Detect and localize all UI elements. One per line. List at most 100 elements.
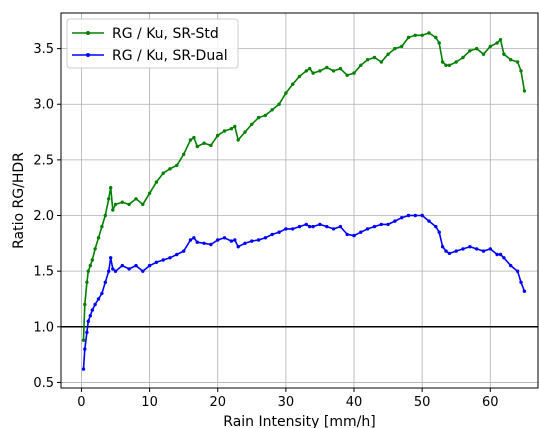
data-point <box>81 367 86 371</box>
data-point <box>134 263 138 268</box>
data-point <box>495 252 499 257</box>
data-point <box>372 224 377 229</box>
data-point <box>325 224 329 229</box>
data-point <box>270 108 274 112</box>
data-point <box>475 247 479 251</box>
data-point <box>437 230 441 234</box>
data-point <box>88 263 93 268</box>
data-point <box>481 52 486 56</box>
y-tick-label: 0.5 <box>33 376 54 391</box>
data-point <box>475 46 479 51</box>
y-tick-label: 1.5 <box>33 265 54 280</box>
data-point <box>113 202 118 207</box>
data-point <box>440 245 445 249</box>
data-point <box>256 238 261 242</box>
data-point <box>379 222 383 227</box>
data-point <box>352 71 356 75</box>
data-point <box>345 73 349 78</box>
data-point <box>229 127 234 131</box>
data-point <box>147 263 152 268</box>
x-tick-label: 10 <box>141 395 158 410</box>
data-point <box>365 227 370 231</box>
data-point <box>297 224 302 229</box>
data-point <box>304 222 308 227</box>
data-point <box>386 222 390 227</box>
data-point <box>202 241 206 245</box>
x-tick-label: 30 <box>278 395 295 410</box>
data-point <box>161 258 165 262</box>
data-point <box>372 55 377 60</box>
x-tick-label: 60 <box>482 395 499 410</box>
data-point <box>519 280 523 284</box>
data-point <box>498 252 503 257</box>
y-axis-ticks: 0.5 1.0 1.5 2.0 2.5 3.0 3.5 <box>33 42 61 391</box>
data-point <box>311 224 315 229</box>
data-point <box>420 213 424 218</box>
data-point <box>86 319 91 323</box>
data-point <box>93 247 97 251</box>
data-point <box>277 230 281 234</box>
data-point <box>109 186 113 190</box>
y-tick-label: 3.0 <box>33 98 54 113</box>
data-point <box>291 227 295 231</box>
data-point <box>393 219 397 223</box>
data-point <box>111 267 115 271</box>
data-point <box>109 256 113 260</box>
data-point <box>318 222 322 227</box>
data-point <box>311 71 315 75</box>
data-point <box>379 60 383 64</box>
data-point <box>468 245 472 249</box>
data-point <box>509 58 513 62</box>
data-point <box>308 66 312 71</box>
data-point <box>85 280 89 284</box>
data-point <box>359 63 363 67</box>
data-point <box>291 82 295 86</box>
data-point <box>182 152 186 156</box>
series-1 <box>81 213 527 371</box>
data-point <box>141 202 145 207</box>
data-point <box>284 227 288 231</box>
data-point <box>233 124 237 129</box>
x-axis-ticks: 0 10 20 30 40 50 60 <box>77 388 499 410</box>
data-point <box>331 69 336 73</box>
data-point <box>461 55 465 60</box>
data-point <box>277 102 281 106</box>
data-point <box>447 251 452 256</box>
data-point <box>308 224 312 229</box>
data-point <box>406 35 411 40</box>
data-point <box>182 249 186 253</box>
data-point <box>444 249 448 253</box>
data-point <box>141 269 145 273</box>
data-point <box>297 74 302 79</box>
data-point <box>216 238 220 242</box>
x-tick-label: 50 <box>414 395 431 410</box>
data-point <box>88 314 93 318</box>
data-point <box>495 41 499 45</box>
data-point <box>413 213 417 218</box>
data-point <box>154 260 159 264</box>
data-point <box>120 263 125 268</box>
data-point <box>400 44 404 49</box>
data-point <box>263 236 268 240</box>
data-point <box>386 52 390 56</box>
data-point <box>209 242 213 247</box>
data-point <box>83 302 87 307</box>
data-point <box>519 69 523 73</box>
data-point <box>90 258 95 262</box>
legend-box <box>66 18 239 69</box>
data-point <box>522 289 527 293</box>
data-point <box>468 49 472 53</box>
data-point <box>195 240 199 244</box>
data-point <box>188 238 193 242</box>
data-point <box>107 197 111 201</box>
y-axis-label: Ratio RG/HDR <box>11 152 27 249</box>
data-point <box>236 245 240 249</box>
data-point <box>147 191 152 195</box>
data-point <box>195 144 199 149</box>
series-group <box>81 31 527 371</box>
data-point <box>461 247 465 251</box>
data-point <box>365 58 370 62</box>
data-point <box>352 233 356 238</box>
data-point <box>85 330 89 335</box>
